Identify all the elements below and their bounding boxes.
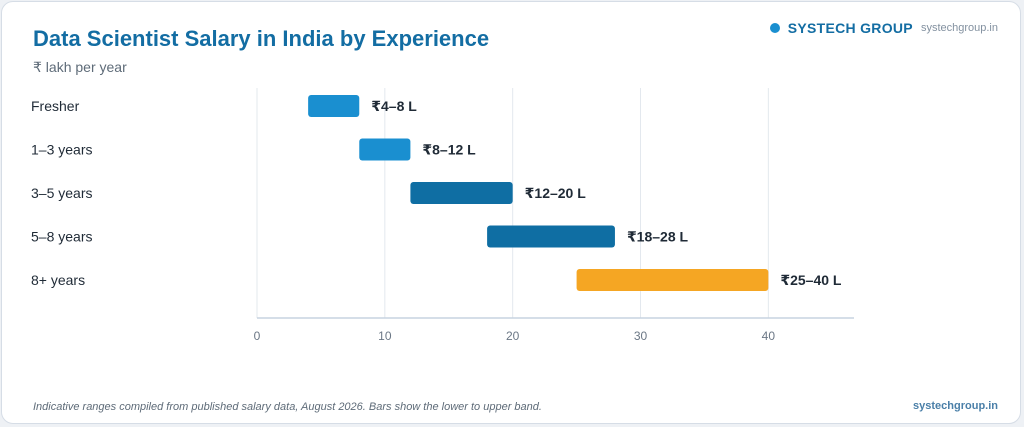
brand-name: SYSTECH GROUP: [787, 20, 913, 36]
brand-dot-icon: [769, 23, 780, 33]
category-label: 3–5 years: [31, 185, 92, 201]
x-tick-label: 40: [762, 329, 776, 343]
salary-range-bar[interactable]: [308, 95, 360, 117]
salary-range-bar[interactable]: [410, 182, 513, 204]
salary-range-bar[interactable]: [359, 138, 411, 161]
category-label: Fresher: [31, 98, 80, 114]
x-tick-label: 10: [378, 329, 392, 343]
chart-title: Data Scientist Salary in India by Experi…: [33, 26, 490, 51]
bar-value-label: ₹12–20 L: [525, 185, 587, 201]
bar-value-label: ₹4–8 L: [371, 98, 417, 114]
brand: SYSTECH GROUP systechgroup.in: [769, 20, 998, 36]
bar-value-label: ₹8–12 L: [422, 142, 476, 158]
bar-value-label: ₹18–28 L: [627, 229, 689, 245]
category-label: 5–8 years: [31, 229, 92, 245]
x-tick-label: 30: [634, 329, 648, 343]
x-tick-label: 0: [254, 329, 261, 343]
x-tick-label: 20: [506, 329, 520, 343]
category-label: 8+ years: [31, 272, 85, 288]
chart-subtitle: ₹ lakh per year: [33, 59, 127, 75]
brand-site: systechgroup.in: [920, 22, 998, 34]
salary-range-bar[interactable]: [576, 269, 769, 291]
category-label: 1–3 years: [31, 142, 92, 158]
footer-site-link[interactable]: systechgroup.in: [913, 400, 998, 412]
salary-range-bar[interactable]: [487, 225, 615, 248]
bar-value-label: ₹25–40 L: [780, 272, 842, 288]
footnote: Indicative ranges compiled from publishe…: [33, 401, 542, 413]
